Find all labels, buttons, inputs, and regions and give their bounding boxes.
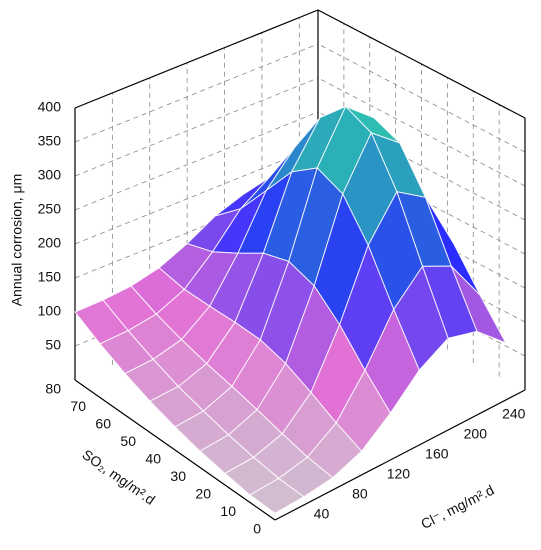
grid-line <box>317 111 526 221</box>
y-tick-label: 70 <box>70 398 86 414</box>
grid-line <box>317 77 526 187</box>
grid-line <box>317 179 526 289</box>
axis-edge <box>74 379 276 521</box>
y-tick-label: 10 <box>220 503 236 519</box>
grid-line <box>317 247 526 357</box>
x-tick-label: 160 <box>425 446 449 462</box>
x-tick-label: 240 <box>502 406 526 422</box>
surface-cell <box>249 477 305 514</box>
z-tick-label: 50 <box>45 337 61 353</box>
z-tick-label: 400 <box>38 99 62 115</box>
z-tick-label: 300 <box>38 167 62 183</box>
y-tick-label: 50 <box>120 433 136 449</box>
y-tick-label: 0 <box>253 521 261 537</box>
y-tick-label: 40 <box>145 451 161 467</box>
x-tick-label: 40 <box>314 506 330 522</box>
x-axis-label: Cl⁻, mg/m².d <box>418 482 496 532</box>
z-tick-label: 350 <box>38 133 62 149</box>
grid-line <box>74 43 319 143</box>
y-tick-label: 30 <box>170 468 186 484</box>
z-tick-label: 150 <box>38 269 62 285</box>
axis-edge <box>317 9 526 119</box>
x-tick-label: 120 <box>387 466 411 482</box>
y-tick-label: 60 <box>95 416 111 432</box>
x-tick-label: 200 <box>464 426 488 442</box>
z-tick-label: 200 <box>38 235 62 251</box>
axis-edge <box>274 389 526 521</box>
grid-line <box>74 145 319 245</box>
grid-line <box>317 145 526 255</box>
y-tick-label: 80 <box>45 381 61 397</box>
grid-line <box>74 77 319 177</box>
z-tick-label: 100 <box>38 303 62 319</box>
z-tick-label: 250 <box>38 201 62 217</box>
surface <box>74 105 507 514</box>
grid-line <box>74 111 319 211</box>
axis-edge <box>74 9 319 109</box>
grid-line <box>317 43 526 153</box>
z-axis-label: Annual corrosion, μm <box>9 174 25 307</box>
grid-line <box>317 213 526 323</box>
x-tick-label: 80 <box>352 486 368 502</box>
y-tick-label: 20 <box>195 486 211 502</box>
